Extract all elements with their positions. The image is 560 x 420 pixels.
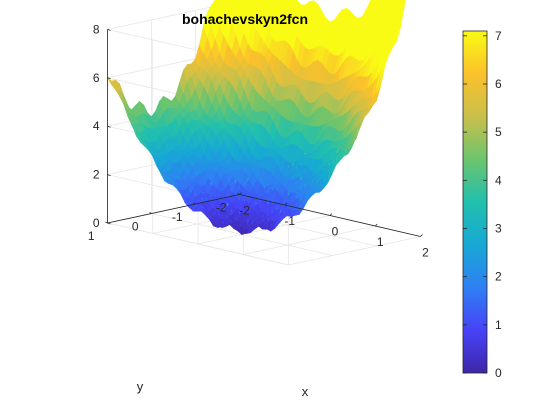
- z-tick-label: 8: [93, 22, 100, 36]
- surface-patch: [395, 0, 401, 8]
- colorbar-tick-label: 3: [495, 221, 502, 235]
- z-tick-mark: [107, 174, 111, 176]
- y-tick-mark: [105, 221, 108, 224]
- z-tick-mark: [107, 29, 111, 31]
- x-tick-mark: [284, 202, 288, 206]
- colorbar-tick-label: 1: [495, 318, 502, 332]
- x-tick-label: 1: [377, 235, 384, 249]
- y-tick-mark: [193, 202, 196, 205]
- x-tick-mark: [329, 213, 333, 216]
- y-tick-label: 0: [132, 220, 139, 234]
- colorbar-tick-label: 6: [495, 77, 502, 91]
- surface-patch: [399, 0, 403, 7]
- x-tick-mark: [374, 223, 378, 227]
- x-tick-label: -2: [239, 204, 250, 218]
- colorbar-ticks: 0 1 2 3 4 5 6 7: [463, 29, 502, 380]
- colorbar-gradient: [462, 30, 488, 374]
- grid-line: [243, 225, 376, 255]
- colorbar-tick-label: 0: [495, 366, 502, 380]
- x-tick-mark: [239, 192, 242, 195]
- colorbar-tick-label: 4: [495, 173, 502, 187]
- y-axis-label: y: [137, 379, 144, 394]
- colorbar: 0 1 2 3 4 5 6 7: [462, 29, 502, 380]
- y-tick-label: -2: [216, 201, 227, 215]
- z-tick-label: 6: [93, 71, 100, 85]
- grid-line: [107, 222, 289, 266]
- x-tick-label: 0: [332, 225, 339, 239]
- z-tick-mark: [107, 77, 111, 80]
- surface-patch: [387, 0, 391, 6]
- z-tick-mark: [107, 125, 111, 128]
- y-axis-line: [107, 194, 240, 224]
- x-tick-mark: [420, 234, 423, 237]
- y-tick-label: 1: [88, 229, 95, 243]
- grid-line: [197, 215, 331, 245]
- x-tick-label: -1: [284, 214, 295, 228]
- colorbar-tick-label: 5: [495, 125, 502, 139]
- x-tick-label: 2: [422, 246, 429, 260]
- z-tick-label: 4: [93, 119, 100, 133]
- x-axis-label: x: [302, 384, 309, 399]
- colorbar-tick-label: 7: [495, 29, 502, 43]
- y-tick-label: -1: [172, 210, 183, 224]
- z-tick-label: 2: [93, 168, 100, 182]
- z-tick-label: 0: [93, 216, 100, 230]
- grid-line: [288, 236, 421, 266]
- surface-plot: [107, 0, 406, 236]
- y-tick-mark: [237, 193, 240, 195]
- colorbar-tick-label: 2: [495, 270, 502, 284]
- y-tick-mark: [149, 212, 152, 214]
- z-tick-mark: [107, 222, 111, 225]
- chart-title: bohachevskyn2fcn: [182, 11, 308, 27]
- surface-patch: [400, 0, 406, 14]
